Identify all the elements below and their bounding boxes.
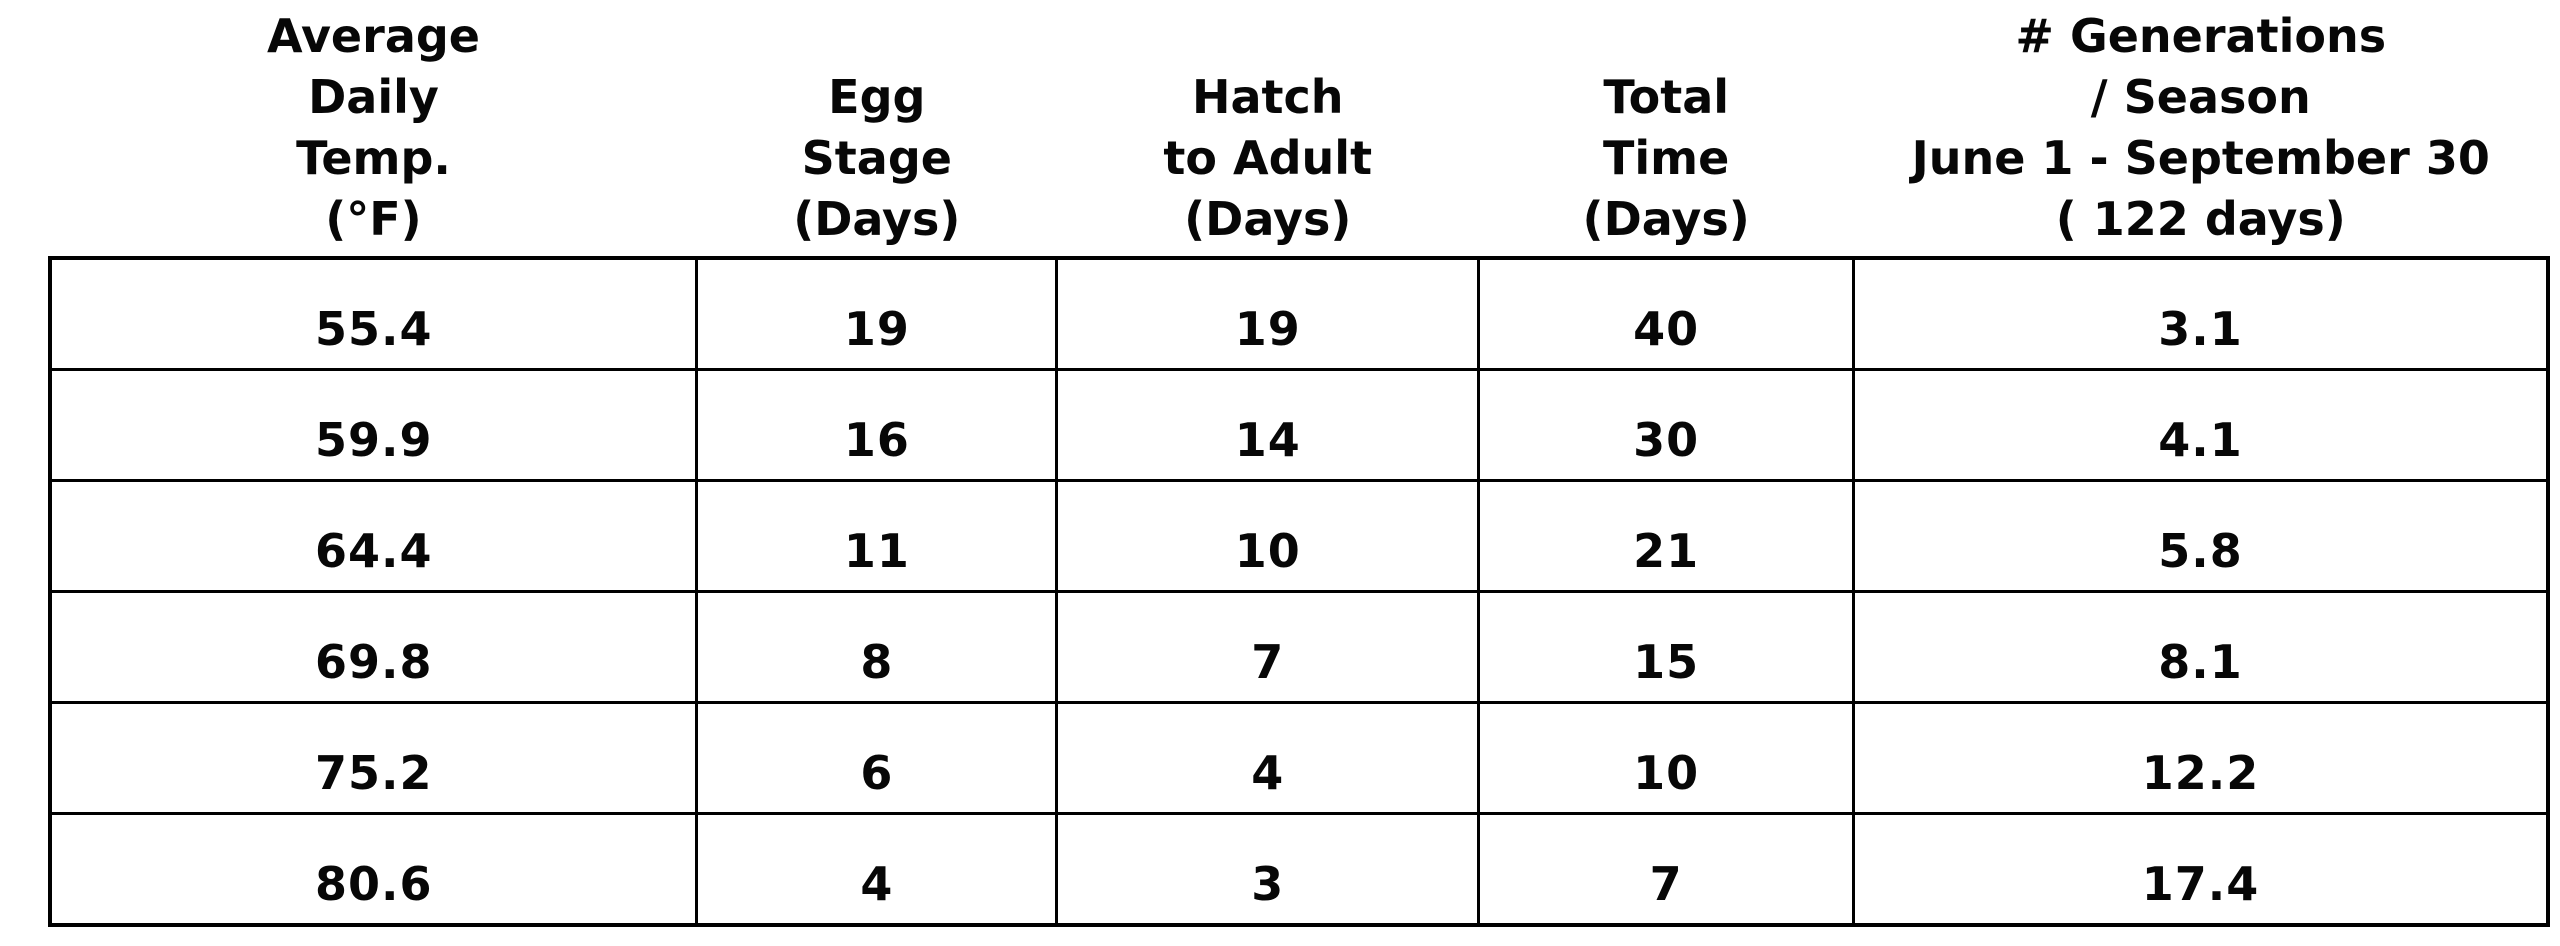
header-line: Average (266, 9, 480, 63)
table-row: 55.4 19 19 40 3.1 (48, 256, 2551, 371)
cell-total-time: 7 (1477, 812, 1856, 927)
col-header-hatch-to-adult: Hatch to Adult (Days) (1057, 0, 1479, 258)
header-line: (Days) (1184, 192, 1352, 246)
cell-generations: 8.1 (1852, 590, 2551, 704)
header-line: Egg (828, 70, 926, 124)
table-row: 80.6 4 3 7 17.4 (48, 812, 2551, 927)
cell-egg-stage: 19 (695, 256, 1059, 371)
table-row: 69.8 8 7 15 8.1 (48, 590, 2551, 704)
col-header-total-time: Total Time (Days) (1479, 0, 1854, 258)
cell-generations: 4.1 (1852, 368, 2551, 482)
cell-temp: 64.4 (48, 479, 699, 593)
header-line: (°F) (325, 192, 422, 246)
header-line: Stage (801, 131, 952, 185)
cell-generations: 3.1 (1852, 256, 2551, 371)
table-row: 75.2 6 4 10 12.2 (48, 701, 2551, 815)
cell-temp: 69.8 (48, 590, 699, 704)
cell-total-time: 40 (1477, 256, 1856, 371)
cell-hatch-to-adult: 4 (1055, 701, 1481, 815)
cell-egg-stage: 4 (695, 812, 1059, 927)
cell-temp: 80.6 (48, 812, 699, 927)
cell-hatch-to-adult: 7 (1055, 590, 1481, 704)
cell-egg-stage: 8 (695, 590, 1059, 704)
header-line: ( 122 days) (2055, 192, 2346, 246)
col-header-egg-stage: Egg Stage (Days) (697, 0, 1057, 258)
header-line: June 1 - September 30 (1911, 131, 2490, 185)
header-line: Hatch (1191, 70, 1344, 124)
header-line: (Days) (1582, 192, 1750, 246)
table-row: 64.4 11 10 21 5.8 (48, 479, 2551, 593)
header-line: / Season (2090, 70, 2311, 124)
cell-total-time: 10 (1477, 701, 1856, 815)
cell-hatch-to-adult: 3 (1055, 812, 1481, 927)
header-line: Daily (308, 70, 439, 124)
cell-total-time: 30 (1477, 368, 1856, 482)
cell-generations: 12.2 (1852, 701, 2551, 815)
mite-population-table: Average Daily Temp. (°F) Egg Stage (Days… (48, 0, 2551, 927)
header-line: Temp. (296, 131, 451, 185)
header-line: to Adult (1163, 131, 1373, 185)
cell-egg-stage: 6 (695, 701, 1059, 815)
cell-hatch-to-adult: 19 (1055, 256, 1481, 371)
cell-total-time: 15 (1477, 590, 1856, 704)
cell-temp: 75.2 (48, 701, 699, 815)
cell-temp: 55.4 (48, 256, 699, 371)
cell-hatch-to-adult: 10 (1055, 479, 1481, 593)
cell-generations: 17.4 (1852, 812, 2551, 927)
cell-egg-stage: 16 (695, 368, 1059, 482)
cell-total-time: 21 (1477, 479, 1856, 593)
header-line: # Generations (2015, 9, 2387, 63)
header-row: Average Daily Temp. (°F) Egg Stage (Days… (50, 0, 2548, 258)
col-header-average-daily-temp: Average Daily Temp. (°F) (50, 0, 697, 258)
header-line: Time (1603, 131, 1730, 185)
cell-temp: 59.9 (48, 368, 699, 482)
col-header-generations-per-season: # Generations / Season June 1 - Septembe… (1854, 0, 2548, 258)
cell-hatch-to-adult: 14 (1055, 368, 1481, 482)
cell-egg-stage: 11 (695, 479, 1059, 593)
header-line: Total (1603, 70, 1729, 124)
cell-generations: 5.8 (1852, 479, 2551, 593)
header-line: (Days) (793, 192, 961, 246)
table-row: 59.9 16 14 30 4.1 (48, 368, 2551, 482)
